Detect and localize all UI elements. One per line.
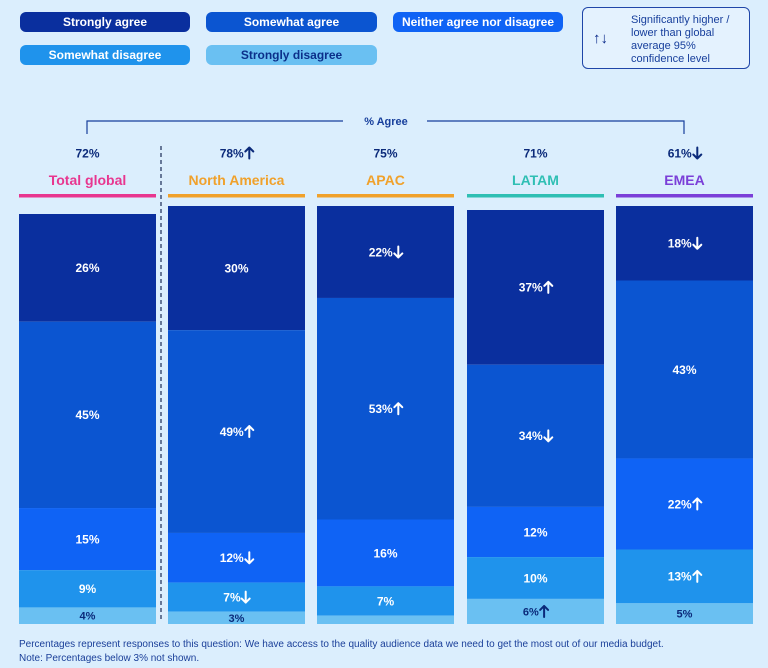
data-label: 49% <box>220 425 244 439</box>
bar-segment <box>168 206 305 331</box>
bar-segment <box>168 611 305 624</box>
data-label: 12% <box>220 551 244 565</box>
data-label: 45% <box>75 408 99 422</box>
arrow-down-icon <box>692 146 703 160</box>
arrow-up-icon <box>393 402 404 416</box>
bar-segment <box>616 280 753 459</box>
legend-neither: Neither agree nor disagree <box>393 12 563 32</box>
data-label: 6% <box>523 606 539 618</box>
category-underline <box>616 194 753 198</box>
bar-segment <box>467 210 604 365</box>
agree-total-label: 72% <box>75 146 99 160</box>
arrow-down-icon <box>393 245 404 259</box>
bar-segment <box>616 603 753 624</box>
agree-total-label: 71% <box>523 146 547 160</box>
significance-legend: ↑↓ Significantly higher / lower than glo… <box>582 7 750 69</box>
bar-segment <box>168 532 305 583</box>
category-underline <box>19 194 156 198</box>
arrow-up-icon <box>244 146 255 160</box>
bar-segment <box>616 206 753 281</box>
bar-segment <box>19 570 156 608</box>
data-label: 26% <box>75 261 99 275</box>
arrow-up-icon <box>244 425 255 439</box>
bar-segment <box>168 330 305 533</box>
data-label: 15% <box>75 532 99 546</box>
category-underline <box>467 194 604 198</box>
arrow-up-icon <box>692 569 703 583</box>
footnote-question: Percentages represent responses to this … <box>19 639 664 650</box>
arrow-down-icon <box>240 590 251 604</box>
bar-segment <box>317 206 454 298</box>
legend-somewhat-disagree: Somewhat disagree <box>20 45 190 65</box>
category-label: LATAM <box>512 172 559 188</box>
significance-text: Significantly higher / lower than global… <box>631 14 730 65</box>
bar-segment <box>467 557 604 599</box>
category-underline <box>317 194 454 198</box>
legend-strongly-agree: Strongly agree <box>20 12 190 32</box>
data-label: 7% <box>223 590 241 604</box>
bar-segment <box>317 297 454 520</box>
data-label: 18% <box>668 237 692 251</box>
arrow-down-icon <box>543 429 554 443</box>
data-label: 43% <box>672 363 696 377</box>
data-label: 16% <box>373 546 397 560</box>
data-label: 22% <box>668 497 692 511</box>
data-label: 10% <box>523 571 547 585</box>
bar-segment <box>616 549 753 604</box>
agree-bracket <box>86 120 685 134</box>
category-underline <box>168 194 305 198</box>
bar-segment <box>19 321 156 509</box>
bar-segment <box>467 598 604 624</box>
data-label: 13% <box>668 570 692 584</box>
data-label: 3% <box>229 613 245 625</box>
arrow-up-icon <box>692 497 703 511</box>
data-label: 53% <box>369 402 393 416</box>
bar-segment <box>19 214 156 322</box>
agree-total-label: 75% <box>373 146 397 160</box>
bar-segment <box>467 506 604 558</box>
data-label: 4% <box>80 611 96 623</box>
bar-segment <box>19 607 156 624</box>
data-label: 37% <box>519 281 543 295</box>
bar-segment <box>467 364 604 507</box>
bar-segment <box>168 582 305 612</box>
category-label: EMEA <box>664 172 704 188</box>
category-label: North America <box>189 172 285 188</box>
bar-segment <box>317 519 454 587</box>
data-label: 30% <box>224 261 248 275</box>
significance-arrows-icon: ↑↓ <box>593 30 608 47</box>
legend-strongly-disagree: Strongly disagree <box>206 45 377 65</box>
bar-segment <box>317 615 454 624</box>
bar-segment <box>616 458 753 550</box>
footnote-note: Note: Percentages below 3% not shown. <box>19 653 200 664</box>
arrow-up-icon <box>539 604 550 618</box>
arrow-down-icon <box>692 236 703 250</box>
data-label: 12% <box>523 525 547 539</box>
category-label: APAC <box>366 172 405 188</box>
data-label: 34% <box>519 429 543 443</box>
agree-total-label: 78% <box>220 146 244 160</box>
category-label: Total global <box>49 172 127 188</box>
bar-segment <box>19 508 156 571</box>
arrow-down-icon <box>244 551 255 565</box>
data-label: 5% <box>677 609 693 621</box>
data-label: 9% <box>79 582 97 596</box>
data-label: 22% <box>369 245 393 259</box>
legend-somewhat-agree: Somewhat agree <box>206 12 377 32</box>
bar-segment <box>317 586 454 616</box>
agree-header-label: % Agree <box>364 116 408 128</box>
arrow-up-icon <box>543 280 554 294</box>
data-label: 7% <box>377 594 395 608</box>
agree-total-label: 61% <box>668 146 692 160</box>
